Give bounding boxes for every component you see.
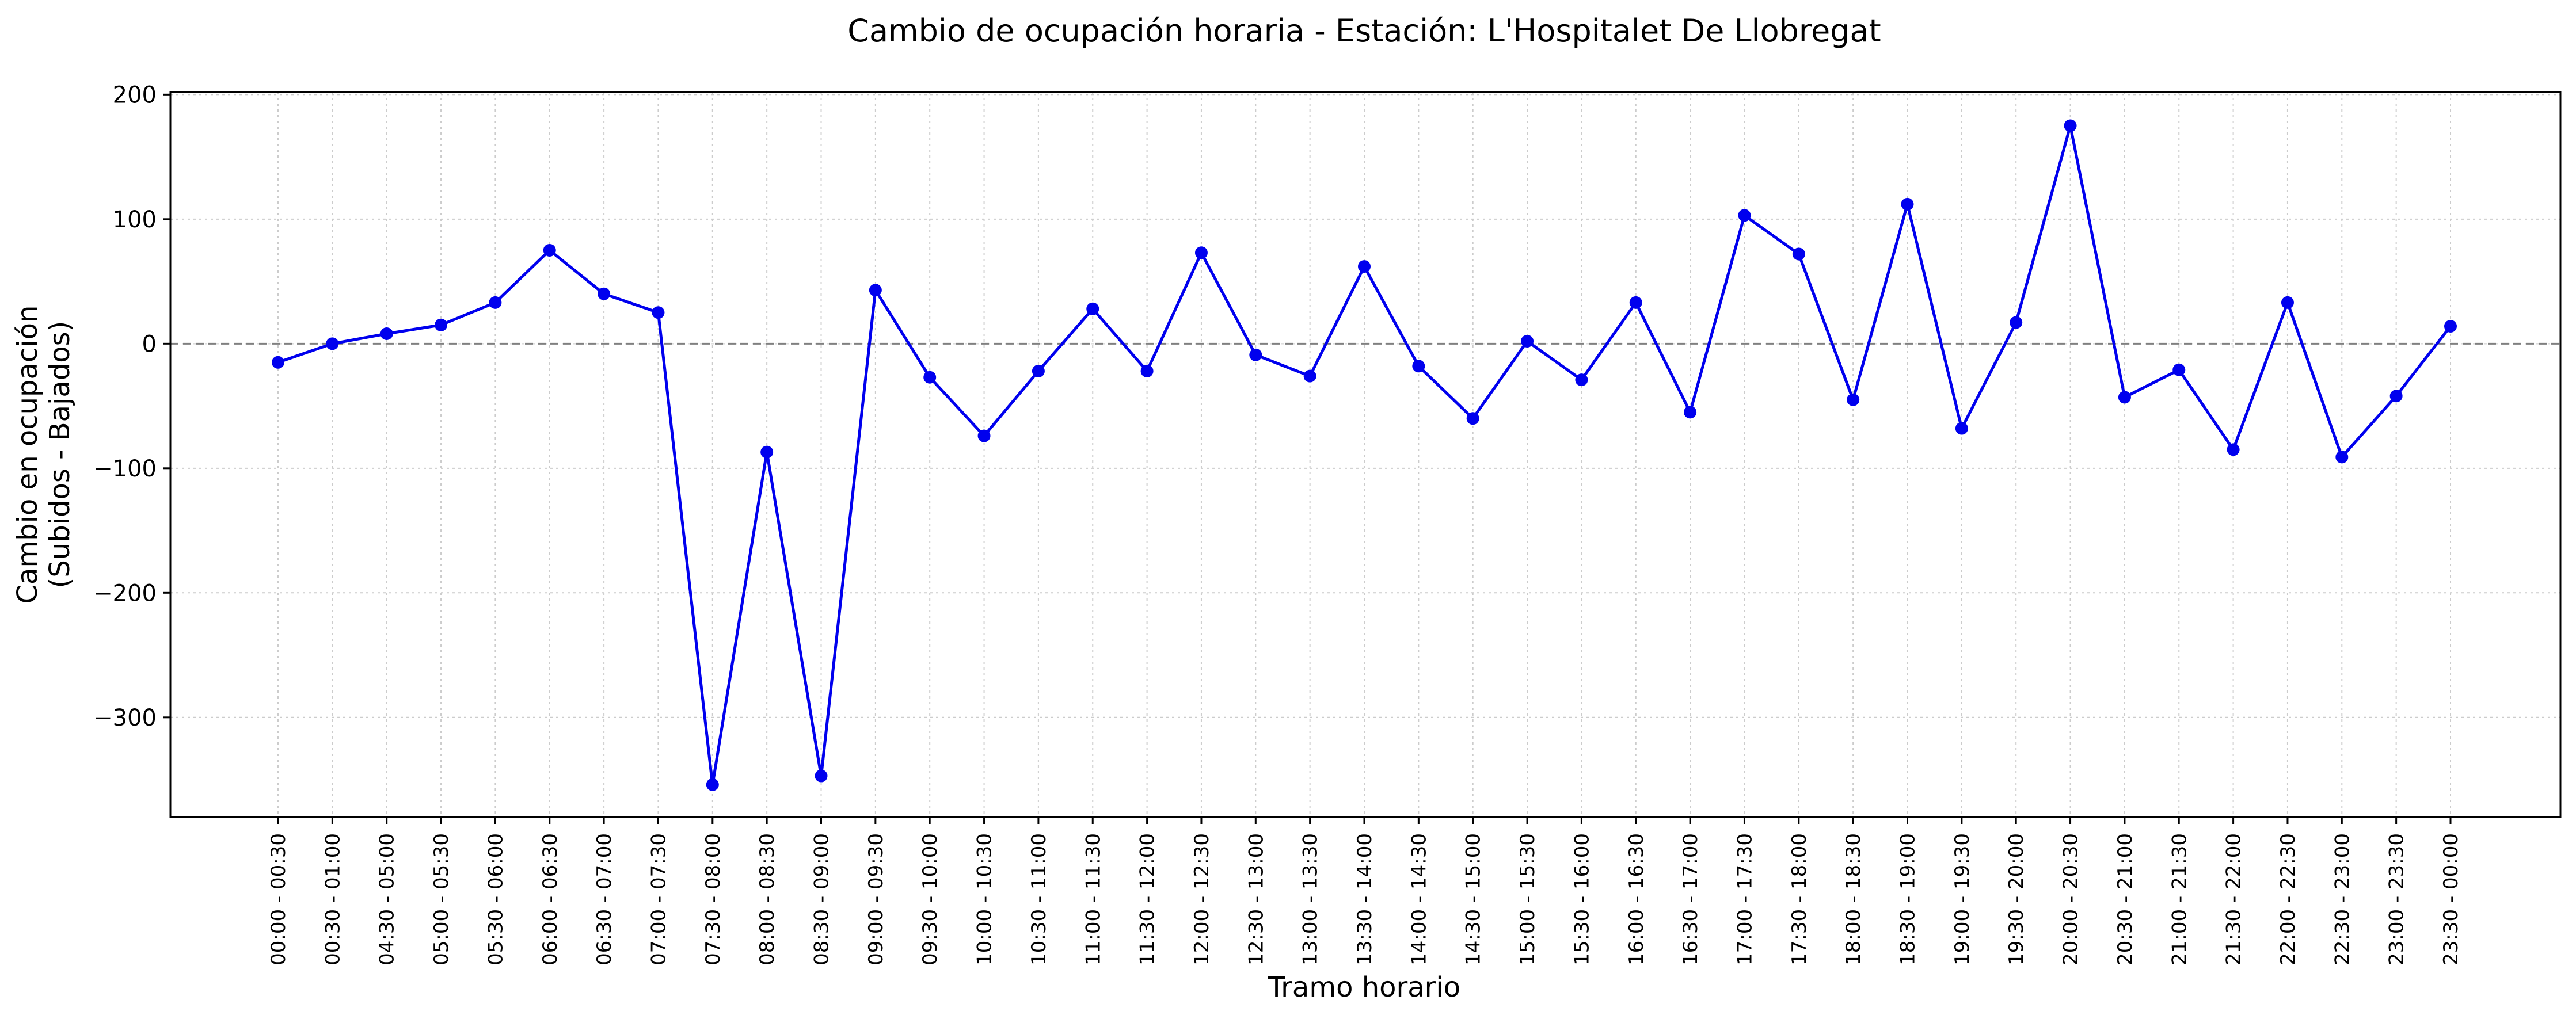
data-point — [435, 318, 448, 331]
data-point — [1249, 348, 1262, 361]
x-tick-label: 19:00 - 19:30 — [1951, 833, 1974, 965]
x-tick-label: 09:30 - 10:00 — [919, 833, 942, 965]
y-tick-label: 0 — [142, 331, 157, 357]
data-point — [1629, 296, 1642, 309]
x-tick-label: 18:30 - 19:00 — [1897, 833, 1920, 965]
data-point — [1575, 373, 1588, 387]
data-point — [869, 284, 882, 297]
y-tick-label: 200 — [113, 82, 157, 108]
data-point — [815, 769, 828, 783]
x-tick-label: 04:30 - 05:00 — [376, 833, 399, 965]
data-point — [1955, 422, 1968, 435]
data-point — [272, 356, 284, 369]
x-tick-label: 17:30 - 18:00 — [1788, 833, 1811, 965]
data-point — [1412, 360, 1425, 373]
x-tick-label: 20:30 - 21:00 — [2114, 833, 2137, 965]
x-tick-label: 06:00 - 06:30 — [539, 833, 562, 965]
y-tick-label: −100 — [93, 456, 157, 482]
x-axis-ticks: 00:00 - 00:30 00:30 - 01:00 04:30 - 05:00 0… — [267, 817, 2463, 965]
x-tick-label: 15:00 - 15:30 — [1516, 833, 1539, 965]
x-tick-label: 05:00 - 05:30 — [430, 833, 453, 965]
x-tick-label: 21:00 - 21:30 — [2168, 833, 2191, 965]
x-gridlines — [277, 92, 2451, 817]
data-point — [1086, 302, 1099, 315]
x-tick-label: 21:30 - 22:00 — [2223, 833, 2246, 965]
x-tick-label: 07:00 - 07:30 — [647, 833, 670, 965]
data-point — [380, 327, 393, 340]
data-point — [652, 306, 665, 319]
x-tick-label: 13:30 - 14:00 — [1353, 833, 1376, 965]
x-tick-label: 14:30 - 15:00 — [1462, 833, 1485, 965]
y-tick-label: −300 — [93, 705, 157, 731]
data-point — [598, 287, 611, 300]
plot-area-frame — [169, 91, 2562, 818]
x-tick-label: 23:00 - 23:30 — [2385, 833, 2408, 965]
data-point — [2064, 119, 2077, 132]
data-point — [2281, 296, 2294, 309]
data-point — [1792, 247, 1805, 261]
y-axis-label-line2: (Subidos - Bajados) — [44, 321, 76, 589]
data-point — [326, 337, 339, 350]
x-tick-label: 06:30 - 07:00 — [593, 833, 616, 965]
data-point — [977, 429, 991, 442]
data-point — [2118, 391, 2131, 404]
data-point — [543, 243, 556, 257]
data-point — [489, 296, 502, 309]
data-point — [1521, 334, 1534, 348]
data-point — [2172, 363, 2186, 376]
data-point — [1303, 369, 1316, 383]
data-point — [1140, 364, 1154, 377]
x-tick-label: 12:00 - 12:30 — [1190, 833, 1213, 965]
x-tick-label: 11:30 - 12:00 — [1136, 833, 1159, 965]
x-tick-label: 13:00 - 13:30 — [1299, 833, 1322, 965]
x-tick-label: 00:00 - 00:30 — [267, 833, 290, 965]
data-point — [923, 371, 937, 384]
data-markers — [272, 119, 2457, 791]
x-tick-label: 14:00 - 14:30 — [1407, 833, 1430, 965]
x-axis-label: Tramo horario — [1268, 971, 1460, 1003]
y-tick-label: 100 — [113, 207, 157, 233]
data-point — [1738, 209, 1751, 222]
data-point — [706, 778, 719, 791]
x-tick-label: 00:30 - 01:00 — [321, 833, 344, 965]
data-point — [1901, 197, 1914, 211]
data-point — [1684, 406, 1697, 419]
y-axis-ticks: 200 100 0 −100 −200 −300 — [93, 82, 170, 731]
chart-title: Cambio de ocupación horaria - Estación: … — [847, 13, 1881, 49]
x-tick-label: 18:00 - 18:30 — [1842, 833, 1865, 965]
x-tick-label: 08:30 - 09:00 — [811, 833, 834, 965]
x-tick-label: 10:30 - 11:00 — [1028, 833, 1051, 965]
data-point — [1358, 260, 1371, 273]
data-point — [2389, 390, 2403, 403]
x-tick-label: 17:00 - 17:30 — [1733, 833, 1756, 965]
y-tick-label: −200 — [93, 580, 157, 606]
data-point — [760, 445, 774, 459]
x-tick-label: 15:30 - 16:00 — [1570, 833, 1593, 965]
data-point — [2444, 320, 2457, 333]
x-tick-label: 09:00 - 09:30 — [865, 833, 888, 965]
x-tick-label: 16:30 - 17:00 — [1679, 833, 1702, 965]
x-tick-label: 08:00 - 08:30 — [756, 833, 779, 965]
x-tick-label: 22:00 - 22:30 — [2277, 833, 2300, 965]
data-point — [2227, 443, 2240, 456]
x-tick-label: 16:00 - 16:30 — [1625, 833, 1648, 965]
x-tick-label: 05:30 - 06:00 — [484, 833, 507, 965]
data-point — [1194, 246, 1208, 259]
x-tick-label: 20:00 - 20:30 — [2060, 833, 2083, 965]
x-tick-label: 19:30 - 20:00 — [2005, 833, 2028, 965]
x-tick-label: 07:30 - 08:00 — [702, 833, 725, 965]
y-axis-label-line1: Cambio en ocupación — [12, 306, 44, 604]
data-point — [1847, 393, 1860, 406]
x-tick-label: 12:30 - 13:00 — [1245, 833, 1268, 965]
data-point — [1032, 364, 1045, 377]
y-axis-label: Cambio en ocupación (Subidos - Bajados) — [12, 306, 76, 604]
x-tick-label: 11:00 - 11:30 — [1082, 833, 1105, 965]
data-point — [2335, 451, 2349, 464]
x-tick-label: 23:30 - 00:00 — [2440, 833, 2463, 965]
data-point — [2010, 316, 2023, 329]
x-tick-label: 22:30 - 23:00 — [2331, 833, 2354, 965]
data-point — [1466, 412, 1479, 425]
x-tick-label: 10:00 - 10:30 — [973, 833, 996, 965]
